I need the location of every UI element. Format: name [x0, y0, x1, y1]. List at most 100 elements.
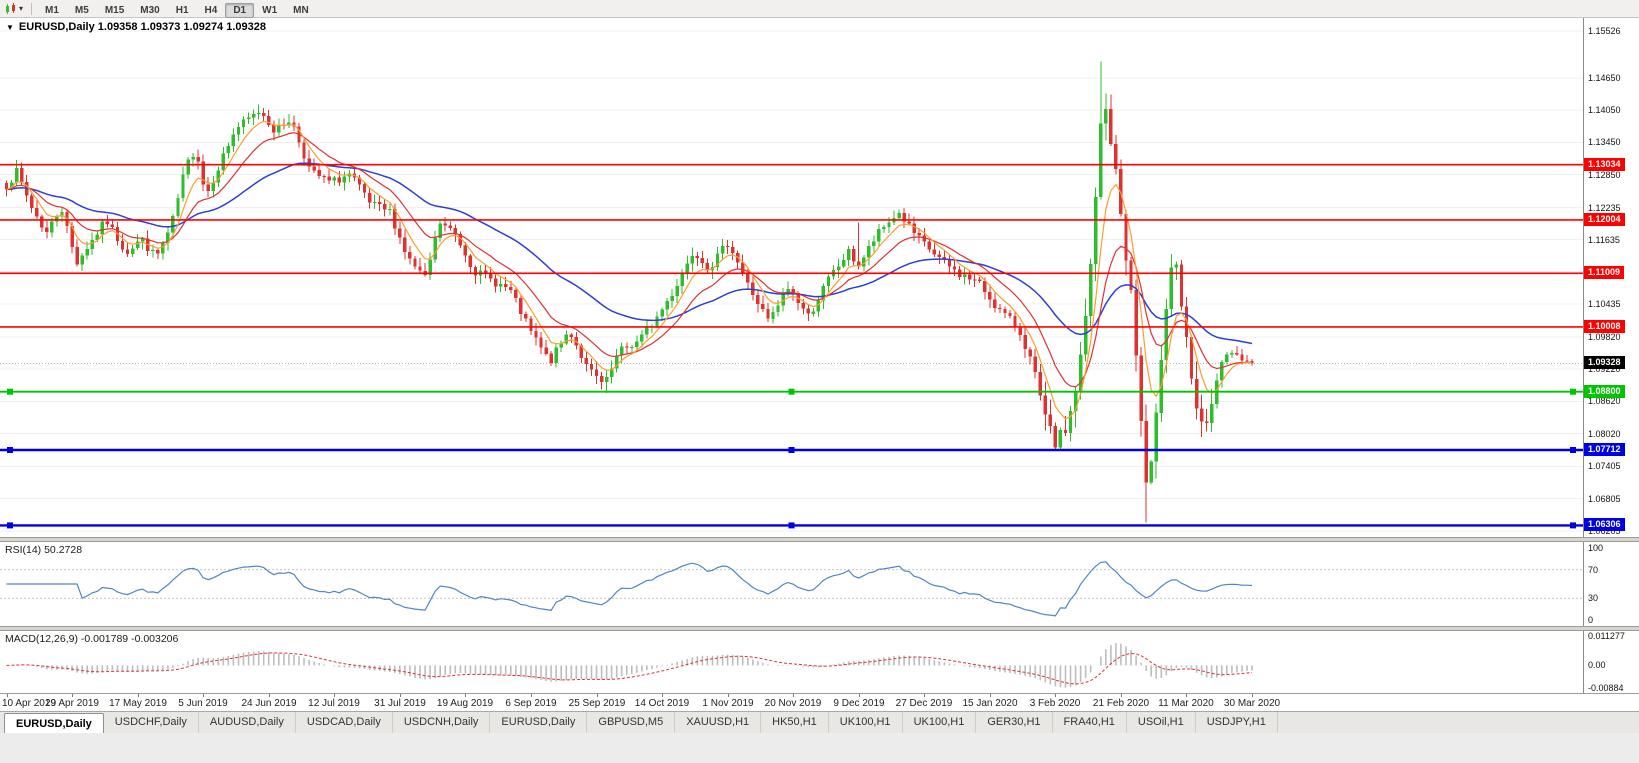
chart-tab[interactable]: USOil,H1: [1127, 712, 1196, 733]
macd-label: MACD(12,26,9) -0.001789 -0.003206: [5, 633, 179, 645]
chart-tab[interactable]: GBPUSD,M5: [587, 712, 676, 733]
time-tick: [990, 694, 991, 697]
line-handle[interactable]: [7, 447, 13, 453]
rsi-tick: 0: [1588, 615, 1594, 625]
date-label: 20 Nov 2019: [764, 698, 822, 709]
line-handle[interactable]: [788, 388, 795, 395]
chart-tab[interactable]: GER30,H1: [976, 712, 1053, 733]
line-handle[interactable]: [1570, 447, 1576, 453]
time-axis[interactable]: 10 Apr 2019 29 Apr 2019 17 May 2019 5 Jun 2…: [0, 693, 1639, 711]
time-tick: [793, 694, 794, 697]
time-tick: [269, 694, 270, 697]
candlestick-chart-glyph: [6, 2, 15, 14]
line-handle[interactable]: [788, 447, 795, 453]
horizontal-line[interactable]: [0, 447, 1583, 453]
time-tick: [1186, 694, 1187, 697]
date-label: 31 Jul 2019: [374, 698, 426, 709]
main-chart-panel: ▼ EURUSD,Daily 1.09358 1.09373 1.09274 1…: [0, 18, 1639, 537]
main-plot: ▼ EURUSD,Daily 1.09358 1.09373 1.09274 1…: [0, 18, 1583, 537]
panel-splitter[interactable]: [0, 537, 1639, 542]
timeframe-button-M30[interactable]: M30: [140, 4, 160, 16]
price-tick: 1.09820: [1588, 332, 1621, 342]
chart-tab[interactable]: AUDUSD,Daily: [199, 712, 296, 733]
time-tick: [1055, 694, 1056, 697]
date-label: 9 Dec 2019: [833, 698, 885, 709]
date-label: 25 Sep 2019: [568, 698, 626, 709]
date-label: 6 Sep 2019: [505, 698, 557, 709]
price-tick: 1.07405: [1588, 461, 1621, 471]
macd-plot: MACD(12,26,9) -0.001789 -0.003206: [0, 631, 1583, 693]
timeframe-buttons: M1 M5 M15 M30 H1 H4 D1 W1 MN: [37, 0, 317, 18]
line-handle[interactable]: [7, 522, 13, 529]
chart-tab[interactable]: USDCAD,Daily: [296, 712, 393, 733]
price-line-tag: 1.12004: [1584, 213, 1625, 226]
timeframe-button-D1[interactable]: D1: [225, 2, 255, 18]
time-tick: [1252, 694, 1253, 697]
price-line-tag: 1.13034: [1584, 158, 1625, 171]
rsi-tick: 100: [1588, 543, 1604, 553]
chart-tab[interactable]: UK100,H1: [829, 712, 903, 733]
date-label: 17 May 2019: [109, 698, 167, 709]
chart-type-dropdown-icon[interactable]: ▾: [19, 4, 24, 13]
line-handle[interactable]: [1570, 388, 1576, 395]
macd-canvas[interactable]: [0, 631, 1583, 693]
date-label: 5 Jun 2019: [178, 698, 228, 709]
time-tick: [400, 694, 401, 697]
chart-tab[interactable]: USDJPY,H1: [1196, 712, 1278, 733]
timeframe-button-W1[interactable]: W1: [262, 4, 278, 16]
date-label: 15 Jan 2020: [962, 698, 1018, 709]
price-line-tag: 1.08800: [1584, 385, 1625, 398]
date-label: 27 Dec 2019: [895, 698, 953, 709]
price-tick: 1.12235: [1588, 203, 1621, 213]
price-line-tag: 1.06306: [1584, 518, 1625, 531]
symbol-dropdown-icon[interactable]: ▼: [6, 22, 14, 32]
date-label: 1 Nov 2019: [702, 698, 754, 709]
chart-tab[interactable]: EURUSD,Daily: [4, 713, 104, 733]
price-line-tag: 1.07712: [1584, 443, 1625, 456]
current-price-tag: 1.09328: [1584, 356, 1625, 369]
rsi-scale: 100 70 30 0: [1583, 542, 1639, 626]
price-tick: 1.13450: [1588, 137, 1621, 147]
rsi-canvas[interactable]: [0, 542, 1583, 626]
horizontal-line[interactable]: [0, 522, 1583, 529]
date-label: 14 Oct 2019: [634, 698, 690, 709]
horizontal-line[interactable]: [0, 388, 1583, 395]
chart-tab[interactable]: USDCNH,Daily: [393, 712, 491, 733]
timeframe-button-M5[interactable]: M5: [74, 4, 89, 16]
window-background: [0, 733, 1639, 763]
date-label: 10 Apr 2019: [2, 698, 56, 709]
line-handle[interactable]: [1570, 522, 1576, 529]
chart-title: ▼ EURUSD,Daily 1.09358 1.09373 1.09274 1…: [6, 21, 266, 33]
price-line-tag: 1.10008: [1584, 320, 1625, 333]
price-scale[interactable]: 1.15526 1.14650 1.14050 1.13450 1.12850 1.122…: [1583, 18, 1639, 537]
panel-splitter[interactable]: [0, 626, 1639, 631]
timeframe-button-MN[interactable]: MN: [293, 4, 309, 16]
timeframe-button-H4[interactable]: H4: [204, 4, 218, 16]
time-tick: [859, 694, 860, 697]
line-handle[interactable]: [7, 388, 13, 395]
rsi-tick: 70: [1588, 565, 1599, 575]
line-handle[interactable]: [788, 522, 795, 529]
chart-tab[interactable]: HK50,H1: [761, 712, 829, 733]
date-label: 21 Feb 2020: [1092, 698, 1150, 709]
price-tick: 1.06805: [1588, 494, 1621, 504]
time-tick: [138, 694, 139, 697]
chart-tab[interactable]: FRA40,H1: [1053, 712, 1127, 733]
timeframe-button-M15[interactable]: M15: [104, 4, 125, 16]
time-tick: [531, 694, 532, 697]
chart-tab[interactable]: EURUSD,Daily: [490, 712, 588, 733]
timeframe-button-M1[interactable]: M1: [45, 4, 59, 16]
macd-tick: -0.00884: [1588, 683, 1624, 693]
main-chart-canvas[interactable]: [0, 18, 1583, 537]
chart-tab[interactable]: UK100,H1: [903, 712, 977, 733]
rsi-plot: RSI(14) 50.2728: [0, 542, 1583, 626]
date-label: 19 Aug 2019: [436, 698, 494, 709]
chart-ohlc-readout: EURUSD,Daily 1.09358 1.09373 1.09274 1.0…: [18, 21, 266, 33]
timeframe-button-H1[interactable]: H1: [175, 4, 189, 16]
price-tick: 1.09220: [1588, 364, 1621, 374]
price-tick: 1.14050: [1588, 105, 1621, 115]
chart-tab[interactable]: XAUUSD,H1: [675, 712, 762, 733]
chart-type-icon[interactable]: [4, 2, 18, 15]
chart-tab[interactable]: USDCHF,Daily: [104, 712, 199, 733]
